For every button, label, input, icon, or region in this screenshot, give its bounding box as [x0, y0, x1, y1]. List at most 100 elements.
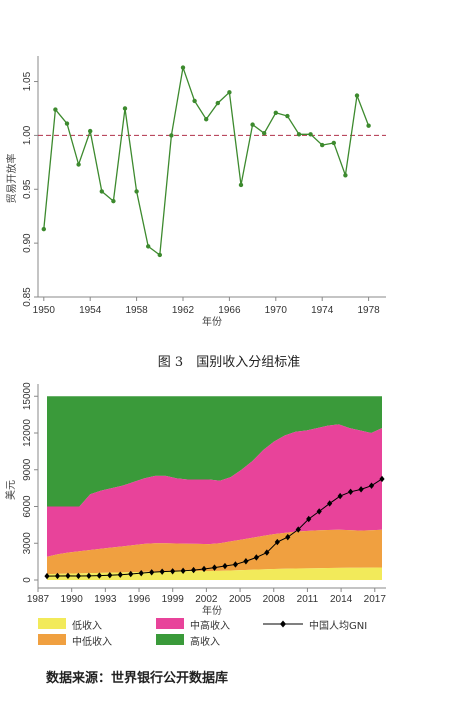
x-tick-label: 1987: [27, 594, 50, 605]
data-point: [262, 131, 267, 136]
gni-point: [75, 572, 82, 580]
gni-point: [285, 533, 291, 541]
data-point: [308, 132, 313, 137]
data-point: [366, 123, 371, 128]
data-point: [192, 98, 197, 104]
gni-point: [347, 488, 354, 495]
gni-point: [54, 572, 61, 580]
legend-label: 中高收入: [190, 621, 230, 632]
x-tick-label: 2005: [229, 594, 252, 605]
legend-label: 中低收入: [72, 637, 112, 648]
data-point: [250, 122, 255, 127]
x-tick-label: 2011: [297, 594, 319, 605]
x-tick-label: 1970: [265, 305, 288, 316]
y-tick-label: 12000: [22, 419, 33, 447]
x-tick-label: 1996: [128, 594, 151, 605]
data-point: [343, 173, 348, 178]
gni-point: [149, 569, 155, 576]
gni-point: [327, 500, 333, 507]
y-tick-label: 9000: [22, 458, 33, 481]
gni-point: [222, 562, 228, 570]
data-point: [41, 226, 46, 232]
y-tick-label: 1.00: [22, 125, 33, 145]
y-tick-label: 6000: [22, 495, 33, 518]
data-point: [331, 140, 336, 146]
gni-point: [138, 569, 144, 577]
x-tick-label: 1974: [311, 305, 334, 316]
gni-point: [211, 564, 218, 571]
x-tick-label: 1978: [357, 305, 380, 316]
legend-swatch: [38, 618, 66, 629]
gni-point: [65, 572, 71, 580]
legend-label: 高收入: [190, 637, 220, 648]
data-point: [296, 132, 302, 137]
gni-point: [316, 508, 322, 515]
legend-label: 低收入: [72, 621, 102, 632]
area-中低收入: [47, 529, 382, 575]
gni-point: [128, 570, 134, 578]
y-tick-label: 1.05: [22, 71, 33, 91]
data-point: [238, 182, 244, 188]
data-point: [273, 110, 278, 115]
area-高收入: [47, 396, 382, 507]
income-group-chart: 0 3000 6000 9000 12000 15000 1987 1990 1993 1996 1…: [4, 382, 387, 617]
data-source-note: 数据来源：世界银行公开数据库: [46, 671, 229, 686]
gni-point: [295, 526, 301, 533]
gni-point: [201, 565, 207, 573]
gni-point: [306, 515, 312, 523]
x-tick-label: 1958: [125, 305, 148, 316]
gni-point: [274, 538, 280, 546]
x-axis-label: 年份: [202, 604, 222, 617]
data-point: [134, 189, 139, 194]
x-tick-label: 1999: [162, 594, 185, 605]
gni-point: [358, 486, 364, 493]
x-tick-label: 1950: [33, 305, 56, 316]
data-point: [180, 65, 186, 70]
data-point: [215, 100, 220, 106]
legend-swatch: [156, 634, 184, 645]
data-point: [146, 244, 151, 249]
data-point: [169, 133, 174, 138]
x-tick-label: 1962: [172, 305, 195, 316]
area-中高收入: [47, 424, 382, 557]
y-axis-label: 贸易开放率: [5, 154, 18, 204]
legend-swatch: [38, 634, 66, 645]
y-tick-label: 3000: [22, 532, 33, 555]
gni-point: [243, 558, 249, 565]
y-tick-label: 0: [22, 577, 33, 583]
legend-label: 中国人均GNI: [309, 621, 368, 632]
y-tick-label: 0.85: [22, 287, 33, 307]
y-tick-label: 0.95: [22, 179, 33, 199]
x-axis-label: 年份: [202, 315, 222, 328]
legend-swatch: [156, 618, 184, 629]
x-tick-label: 1990: [61, 594, 84, 605]
y-axis-label: 美元: [4, 480, 17, 500]
gni-point: [337, 492, 343, 500]
x-tick-label: 2017: [364, 594, 387, 605]
data-point: [111, 198, 116, 204]
gni-point: [44, 572, 50, 580]
data-point: [122, 106, 128, 111]
x-tick-label: 1993: [94, 594, 117, 605]
trade-openness-chart: 0.85 0.90 0.95 1.00 1.05 1950 1954 1958 1962 1966…: [5, 56, 386, 328]
x-tick-label: 2008: [263, 594, 286, 605]
gni-point: [190, 566, 197, 574]
data-point: [53, 107, 58, 112]
x-tick-label: 1966: [218, 305, 241, 316]
data-point: [64, 121, 70, 126]
x-tick-label: 2014: [330, 594, 353, 605]
figure-caption: 图 3 国别收入分组标准: [157, 355, 301, 370]
gni-point: [159, 568, 165, 575]
gni-point: [86, 572, 92, 580]
gni-point: [232, 561, 239, 568]
data-point: [204, 117, 209, 122]
gni-point: [368, 482, 375, 489]
gni-point: [107, 572, 113, 579]
x-tick-label: 1954: [79, 305, 102, 316]
data-point: [99, 189, 105, 194]
legend-line-swatch: [263, 620, 303, 628]
data-point: [76, 162, 81, 167]
data-point: [285, 113, 290, 119]
gni-point: [180, 567, 186, 575]
gni-point: [117, 571, 123, 578]
